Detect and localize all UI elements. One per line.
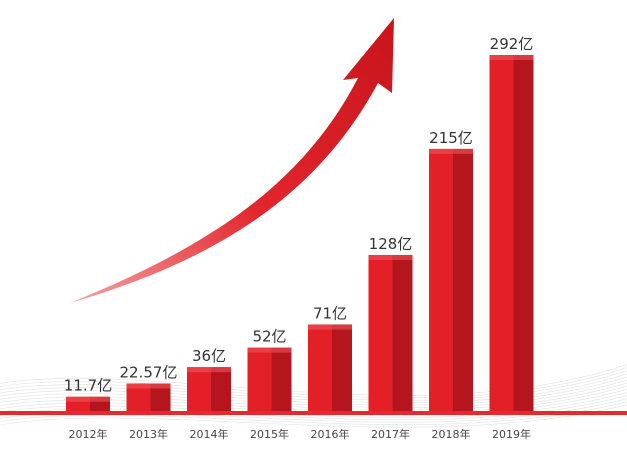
bar xyxy=(429,148,473,411)
bar-value-label: 22.57亿 xyxy=(120,363,178,381)
x-axis-baseline xyxy=(0,411,627,415)
background-swoosh-line xyxy=(0,370,627,401)
bar-value-label: 215亿 xyxy=(429,129,473,147)
x-axis-tick-labels: 2012年 2013年 2014年 2015年 2016年 2017年 2018年 2019年 xyxy=(69,427,532,441)
bar-side-face xyxy=(392,254,413,411)
bar-side-face xyxy=(453,148,473,411)
bar-top-face xyxy=(126,383,171,389)
x-tick-label: 2012年 xyxy=(69,427,108,441)
bar-series xyxy=(66,55,534,411)
bar xyxy=(187,367,231,411)
bar-front-face xyxy=(429,148,453,411)
bar-value-label: 11.7亿 xyxy=(64,377,112,395)
bar-front-face xyxy=(187,367,211,411)
bar xyxy=(489,55,534,411)
bar xyxy=(368,254,413,411)
bar-value-label: 71亿 xyxy=(313,304,347,322)
data-labels: 11.7亿 22.57亿 36亿 52亿 71亿 128亿 215亿 292亿 xyxy=(64,35,534,395)
x-tick-label: 2015年 xyxy=(250,427,289,441)
bar-side-face xyxy=(271,347,292,411)
bar-front-face xyxy=(247,347,272,411)
background-swoosh-line xyxy=(0,376,627,406)
upward-curved-arrow-icon xyxy=(70,18,394,303)
bar-top-face xyxy=(247,347,292,353)
bar-value-label: 128亿 xyxy=(369,235,413,253)
bar-value-label: 52亿 xyxy=(252,328,286,346)
bar-top-face xyxy=(66,396,110,402)
x-tick-label: 2016年 xyxy=(311,427,350,441)
bar-value-label: 36亿 xyxy=(192,347,226,365)
bar-value-label: 292亿 xyxy=(490,35,534,53)
bar-top-face xyxy=(429,148,473,154)
bar-front-face xyxy=(368,254,393,411)
x-tick-label: 2014年 xyxy=(190,427,229,441)
x-tick-label: 2013年 xyxy=(129,427,168,441)
bar-side-face xyxy=(150,383,171,411)
background-swoosh-line xyxy=(0,379,627,408)
x-tick-label: 2019年 xyxy=(492,427,531,441)
x-tick-label: 2018年 xyxy=(432,427,471,441)
bar xyxy=(308,324,352,411)
bar-side-face xyxy=(332,324,352,411)
background-swoosh-line xyxy=(0,385,627,413)
bar-front-face xyxy=(489,55,514,411)
background-swoosh-line xyxy=(0,364,627,396)
background-swoosh-line xyxy=(0,382,627,411)
bar-top-face xyxy=(187,367,231,373)
bar-front-face xyxy=(308,324,332,411)
background-swoosh-line xyxy=(0,367,627,399)
bar-side-face xyxy=(211,367,231,411)
bar xyxy=(126,383,171,411)
bar-top-face xyxy=(489,55,534,60)
bar-side-face xyxy=(513,55,534,411)
bar xyxy=(247,347,292,411)
bar-top-face xyxy=(308,324,352,330)
bar-top-face xyxy=(368,254,413,260)
x-tick-label: 2017年 xyxy=(371,427,410,441)
background-swoosh-line xyxy=(0,404,627,428)
bar xyxy=(66,396,110,411)
background-swoosh-line xyxy=(0,401,627,426)
background-swoosh-line xyxy=(0,373,627,404)
